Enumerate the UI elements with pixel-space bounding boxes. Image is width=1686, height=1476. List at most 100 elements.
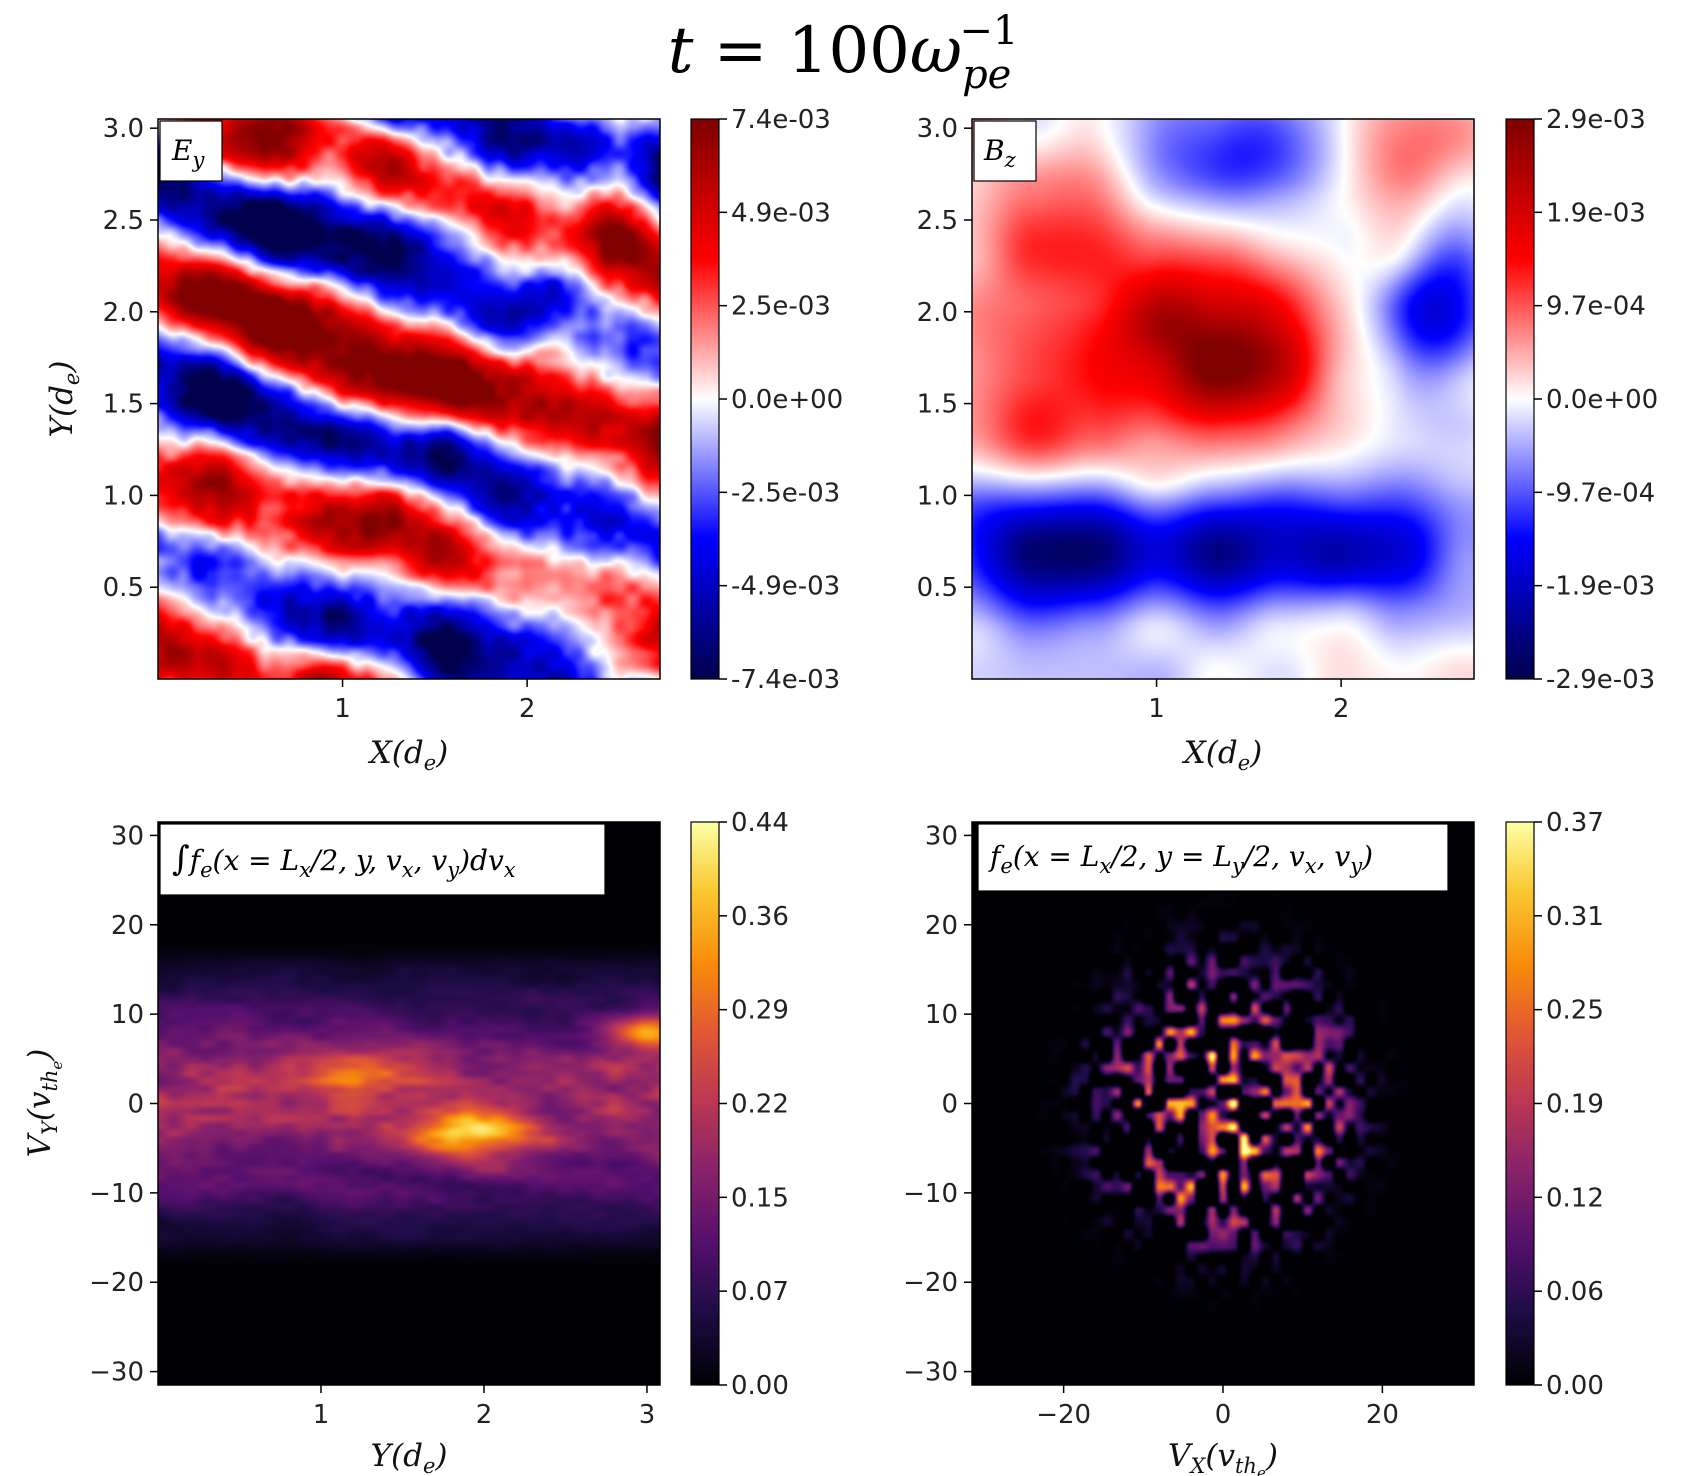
fv-xticks: −20 0 20 [1036,1385,1399,1430]
fv-cbar-tick-label: 0.12 [1546,1183,1604,1213]
bz-label-box [973,120,1037,182]
ey-cbar-tick-label: 0.0e+00 [731,385,843,415]
fy-label-int: ∫ [172,839,190,879]
fy-xtick-label: 2 [476,1400,493,1430]
ey-ytick-label: 0.5 [103,573,144,603]
title-omega: ω [910,14,962,88]
bz-label-sub: z [1004,148,1017,172]
bz-xlabel-post: ) [1249,735,1262,771]
ey-colorbar-ticks: 7.4e-03 4.9e-03 2.5e-03 0.0e+00 -2.5e-03 -4.9… [719,105,843,695]
fy-xlabel-pre: Y( [371,1438,404,1474]
ey-cbar-tick-label: -4.9e-03 [731,572,840,602]
fy-label-v1sub: x [402,858,414,882]
bz-xlabel-sub: e [1238,751,1250,775]
fv-ytick-label: 0 [941,1090,958,1120]
ey-heatmap [158,119,660,679]
fv-label-L1: L [1080,840,1100,873]
fv-label-comma: , [1317,840,1335,873]
ey-ylabel-main: d [44,385,80,405]
bz-ytick-label: 1.5 [917,390,958,420]
fy-panel-label: ∫fe(x = Lx/2, y, vx, vy)dvx [172,839,516,882]
fv-cbar-tick-label: 0.06 [1546,1277,1604,1307]
bz-ytick-label: 3.0 [917,114,958,144]
fy-label-v2: v [431,844,447,877]
ey-ytick-label: 3.0 [103,114,144,144]
fv-label-v1sub: x [1305,854,1317,878]
bz-xlabel-pre: X( [1182,735,1219,771]
fy-ytick-label: −20 [89,1268,144,1298]
fv-xtick-label: 20 [1366,1400,1399,1430]
ey-label-main: E [171,134,192,167]
bz-plot-frame [971,118,1475,680]
fv-cbar-tick-label: 0.37 [1546,808,1604,838]
fv-xlabel: VX(vthe) [1168,1438,1278,1476]
panel-fv: −20 0 20 −30 −20 −10 0 10 20 30 fe(x = Lx/2, y =… [903,808,1604,1476]
ey-xlabel-main: d [404,735,424,771]
ey-yticks: 0.5 1.0 1.5 2.0 2.5 3.0 [103,114,158,603]
fy-ylabel-post: ) [22,1049,58,1062]
ey-xtick-label: 1 [334,694,351,724]
title-subscript: pe [962,52,1011,98]
ey-ytick-label: 2.5 [103,206,144,236]
ey-xtick-label: 2 [519,694,536,724]
ey-ylabel-sub: e [60,373,84,385]
fy-label-Lsub: x [299,858,311,882]
fy-cbar-tick-label: 0.07 [731,1277,789,1307]
fy-cbar-tick-label: 0.15 [731,1183,789,1213]
ey-xlabel-sub: e [424,751,436,775]
fy-ylabel-sub3: e [48,1061,66,1070]
fy-label-v2sub: y [446,858,460,882]
fv-label-fsub: e [1000,854,1012,878]
bz-xtick-label: 2 [1333,694,1350,724]
fv-cbar-tick-label: 0.19 [1546,1090,1604,1120]
fy-ylabel-pre: V [22,1131,58,1157]
fy-ylabel-sub1: Y [38,1119,62,1135]
ey-ylabel: Y(de) [44,361,84,438]
bz-cbar-tick-label: -1.9e-03 [1546,572,1655,602]
fy-label-mid: /2, y, [308,844,386,877]
fy-xlabel-main: d [403,1438,423,1474]
fy-label-close: )d [458,844,488,877]
bz-ytick-label: 2.0 [917,298,958,328]
fy-xtick-label: 3 [639,1400,656,1430]
fv-cbar-tick-label: 0.25 [1546,996,1604,1026]
fv-label-close: ) [1361,840,1373,873]
ey-cbar-tick-label: 4.9e-03 [731,198,831,228]
fy-ytick-label: 0 [127,1090,144,1120]
ey-xlabel-post: ) [435,735,448,771]
fv-label-mid2: /2, [1241,840,1289,873]
ey-ytick-label: 1.5 [103,390,144,420]
bz-ytick-label: 2.5 [917,206,958,236]
fy-ytick-label: 10 [111,1000,144,1030]
fy-cbar-tick-label: 0.36 [731,902,789,932]
fv-xlabel-post: ) [1265,1438,1278,1474]
bz-cbar-tick-label: 0.0e+00 [1546,385,1658,415]
fv-label-v2: v [1334,840,1350,873]
bz-cbar-tick-label: -2.9e-03 [1546,665,1655,695]
bz-xlabel: X(de) [1182,735,1263,775]
fv-xtick-label: 0 [1215,1400,1232,1430]
fv-xlabel-open: (v [1205,1438,1235,1474]
bz-colorbar-ticks: 2.9e-03 1.9e-03 9.7e-04 0.0e+00 -9.7e-04 -1.9… [1534,105,1658,695]
fy-ytick-label: −30 [89,1358,144,1388]
fv-colorbar-ticks: 0.37 0.31 0.25 0.19 0.12 0.06 0.00 [1534,808,1604,1401]
bz-ytick-label: 0.5 [917,573,958,603]
fy-label-v3: v [488,844,504,877]
ey-plot-frame [157,118,661,680]
panel-fy: 1 2 3 −30 −20 −10 0 10 20 30 ∫fe(x = Lx/2, y, vx… [22,808,789,1476]
ey-ytick-label: 1.0 [103,481,144,511]
bz-cbar-tick-label: 2.9e-03 [1546,105,1646,135]
fv-label-mid1: /2, y = [1108,840,1213,873]
ey-panel-label: Ey [171,134,205,172]
fy-ytick-label: 20 [111,911,144,941]
fv-label-L2: L [1212,840,1232,873]
fv-xtick-label: −20 [1036,1400,1091,1430]
fv-ytick-label: −30 [903,1358,958,1388]
title-superscript: −1 [959,8,1018,54]
ey-ylabel-post: ) [44,361,80,374]
bz-colorbar [1506,119,1534,679]
